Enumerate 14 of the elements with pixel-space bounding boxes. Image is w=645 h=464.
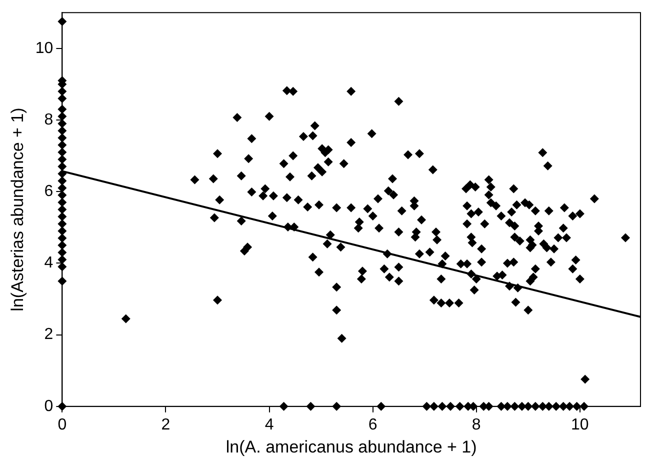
y-axis-title: ln(Asterias abundance + 1) [8, 108, 27, 312]
x-axis-title: ln(A. americanus abundance + 1) [226, 437, 477, 456]
x-tick-label: 6 [368, 416, 378, 434]
x-tick-label: 0 [58, 416, 67, 434]
y-tick-label: 2 [44, 326, 54, 344]
y-tick-label: 4 [44, 254, 54, 272]
y-tick-label: 6 [44, 183, 54, 200]
y-tick-label: 0 [44, 398, 54, 415]
x-tick-label: 8 [472, 416, 481, 434]
x-tick-label: 2 [161, 416, 170, 434]
y-tick-label: 8 [44, 111, 54, 128]
x-tick-label: 10 [571, 416, 589, 434]
x-tick-label: 4 [264, 416, 274, 434]
y-tick-label: 10 [35, 40, 54, 57]
